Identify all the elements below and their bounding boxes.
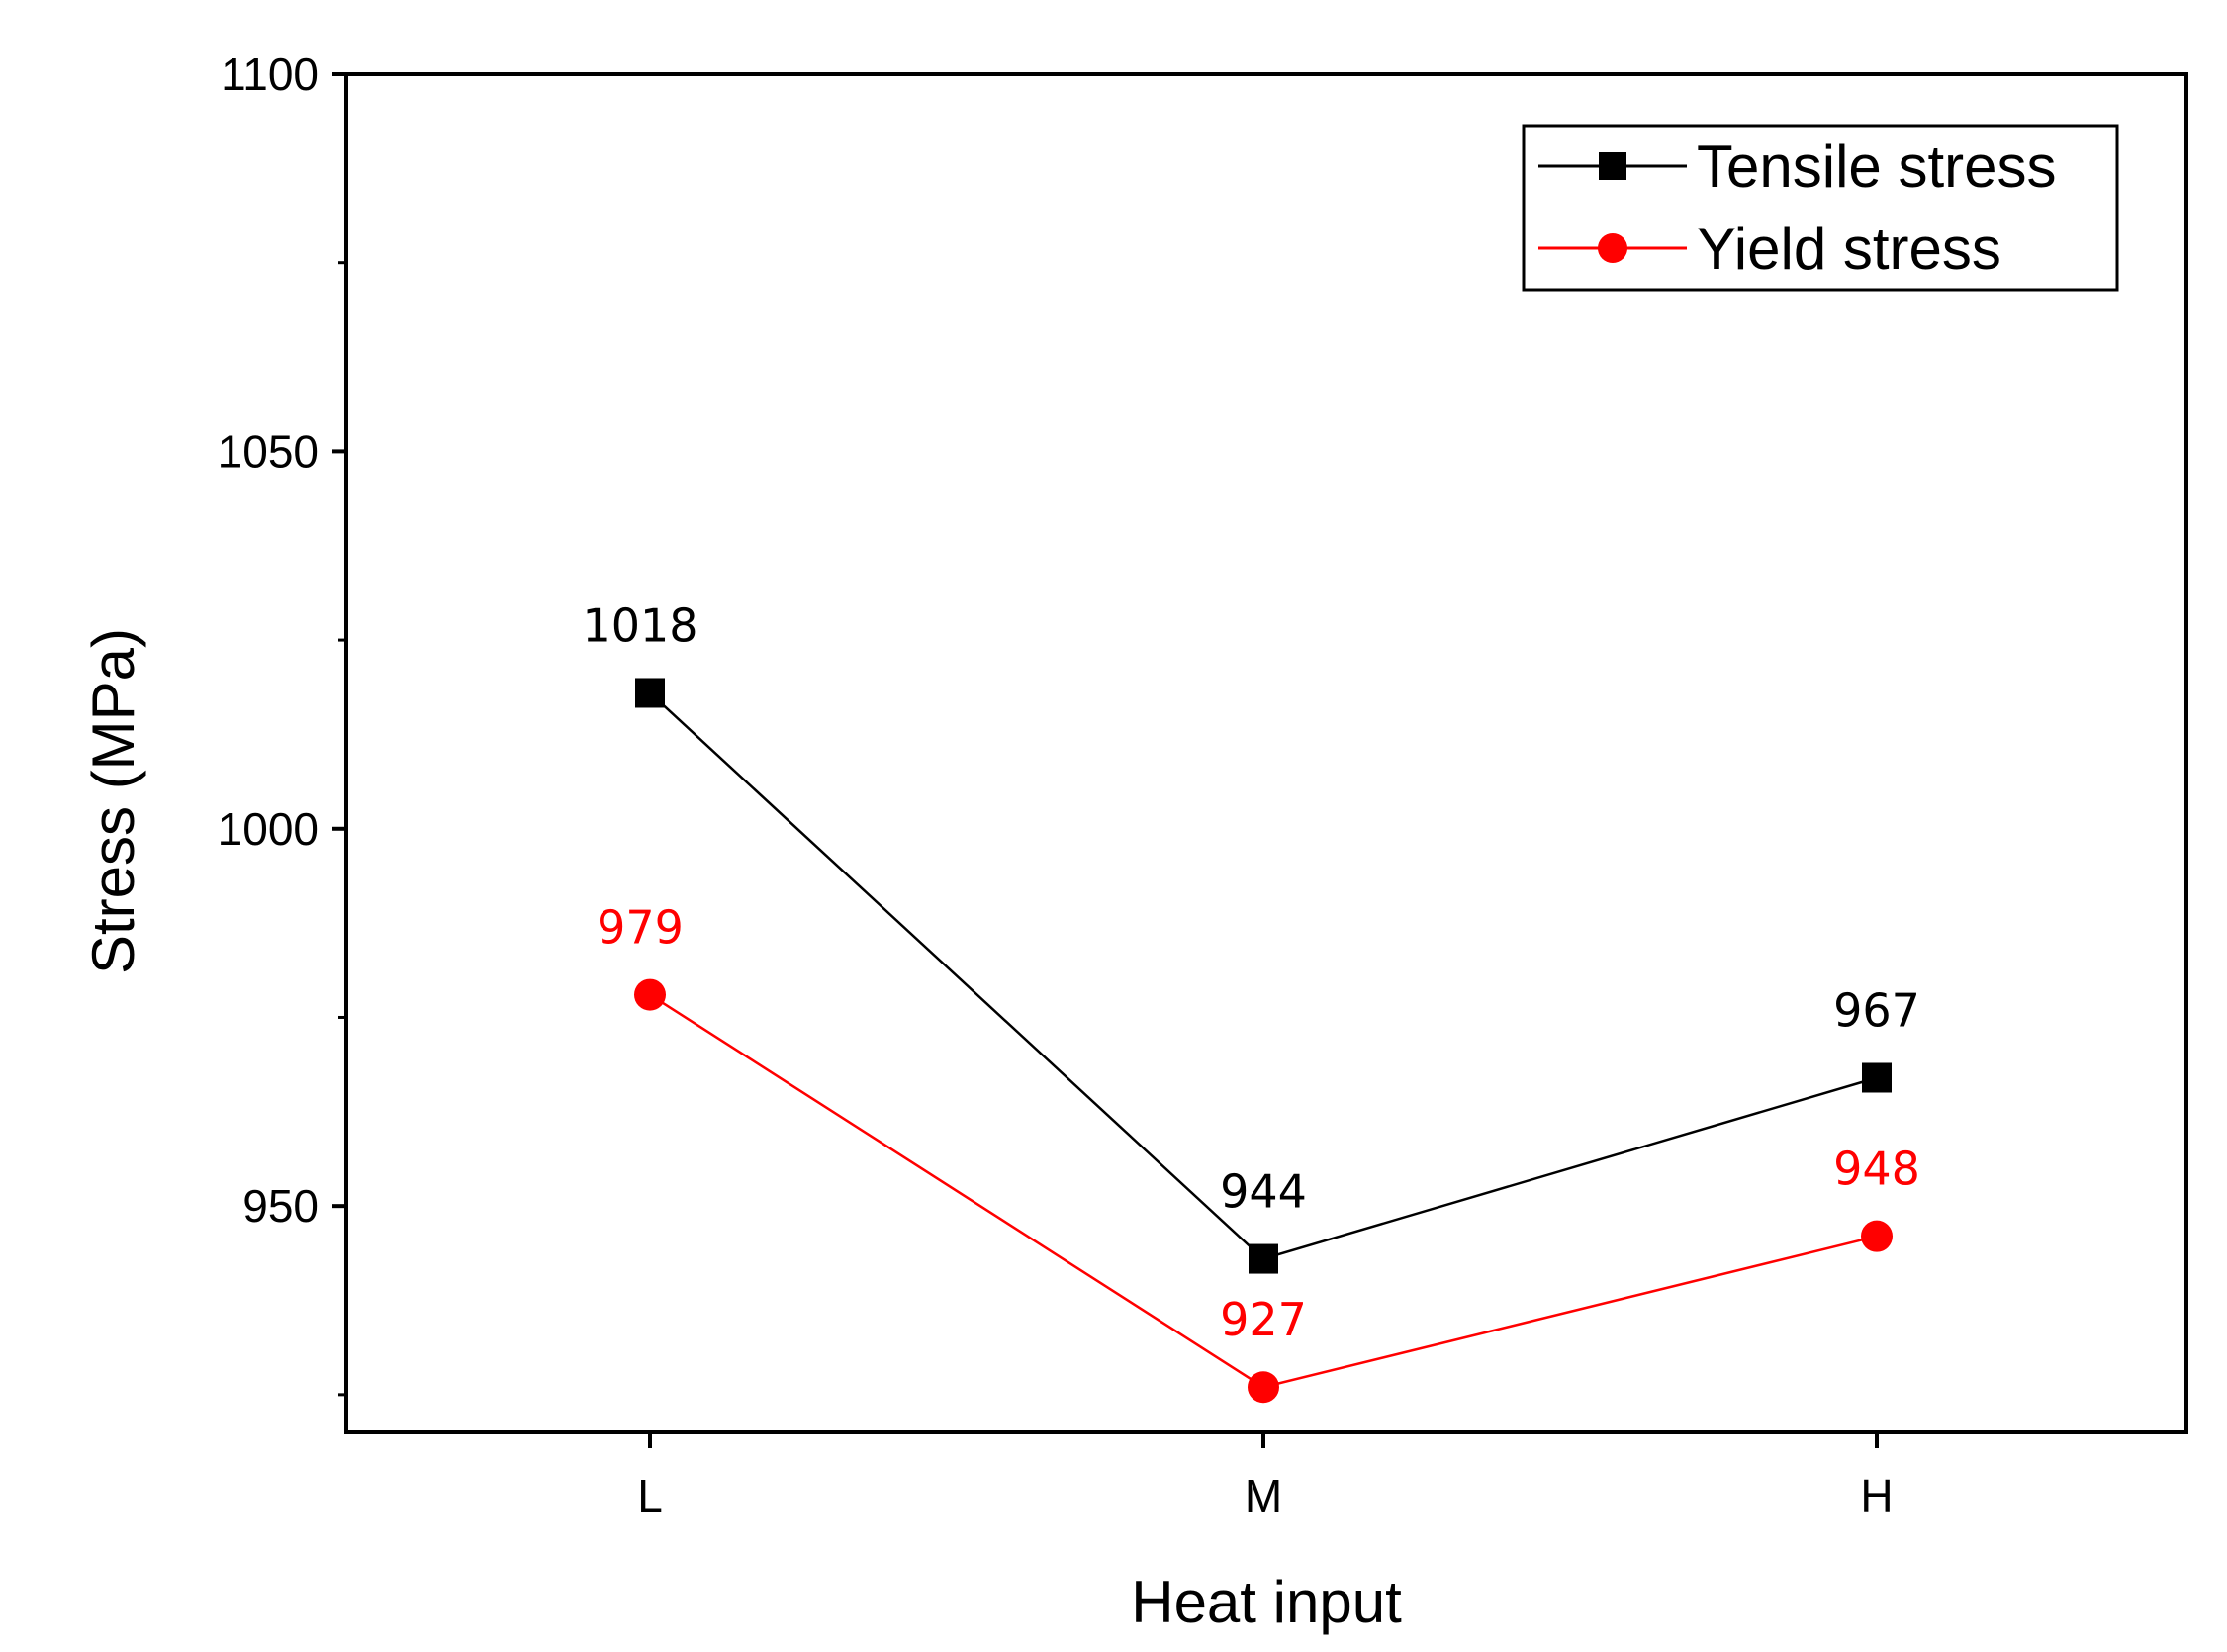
y-tick-label: 950 <box>242 1180 319 1232</box>
tensile-point <box>1862 1062 1892 1093</box>
series-layer <box>634 678 1893 1404</box>
tensile-point <box>1249 1243 1278 1274</box>
x-tick-label: H <box>1860 1470 1893 1521</box>
y-tick-label: 1050 <box>218 425 319 477</box>
plot-frame <box>344 72 2188 1434</box>
x-axis-title: Heat input <box>1131 1569 1402 1635</box>
yield-data-label: 948 <box>1833 1143 1920 1196</box>
legend-label-yield: Yield stress <box>1697 216 2001 282</box>
legend-marker-circle-icon <box>1598 233 1627 263</box>
yield-data-label: 979 <box>597 901 684 955</box>
yield-point <box>1248 1371 1279 1404</box>
legend-label-tensile: Tensile stress <box>1697 134 2056 200</box>
tensile-point <box>635 678 665 708</box>
data-labels-layer: 1018 944 967 979 927 948 <box>582 598 1919 1346</box>
yield-point <box>634 978 666 1011</box>
legend: Tensile stress Yield stress <box>1522 124 2119 292</box>
y-tick-label: 1000 <box>218 803 319 855</box>
tensile-data-label: 967 <box>1833 983 1920 1037</box>
yield-data-label: 927 <box>1220 1293 1307 1346</box>
tensile-data-label: 944 <box>1220 1165 1307 1219</box>
legend-marker-square-icon <box>1599 152 1626 180</box>
y-axis-ticks: 950 1000 1050 1100 <box>218 48 346 1397</box>
tensile-data-label: 1018 <box>582 598 697 652</box>
yield-point <box>1861 1220 1893 1252</box>
x-tick-label: L <box>637 1470 663 1521</box>
y-axis-title: Stress (MPa) <box>80 628 146 974</box>
y-tick-label: 1100 <box>221 48 319 100</box>
x-tick-label: M <box>1245 1470 1282 1521</box>
